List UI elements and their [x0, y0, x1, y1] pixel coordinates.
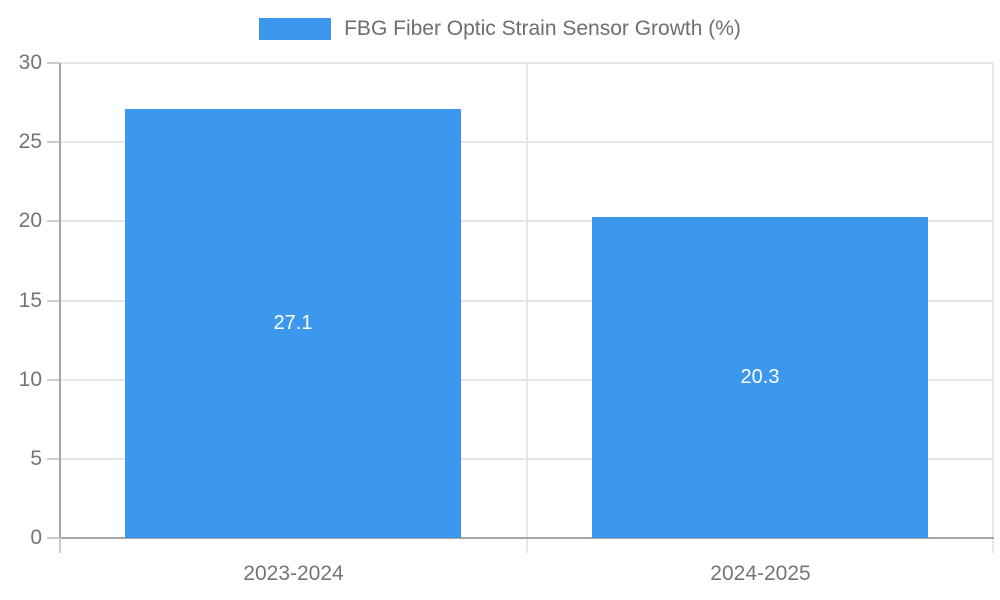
legend: FBG Fiber Optic Strain Sensor Growth (%): [0, 17, 1000, 41]
x-axis-line: [59, 537, 994, 539]
bar-2023-2024: [125, 109, 461, 538]
bar-2024-2025: [592, 217, 928, 538]
y-tick-label-5: 5: [30, 447, 42, 470]
y-tick-label-10: 10: [18, 368, 42, 391]
y-tick-mark-30: [47, 62, 60, 64]
y-tick-label-25: 25: [18, 130, 42, 153]
gridline-x-1: [526, 63, 528, 553]
legend-label: FBG Fiber Optic Strain Sensor Growth (%): [344, 17, 741, 40]
y-tick-mark-10: [47, 379, 60, 381]
y-tick-label-30: 30: [18, 51, 42, 74]
x-tick-mark-origin: [59, 538, 61, 553]
y-tick-label-0: 0: [30, 526, 42, 549]
y-tick-mark-15: [47, 300, 60, 302]
bar-value-label-2023-2024: 27.1: [273, 312, 313, 334]
y-tick-mark-5: [47, 458, 60, 460]
y-tick-mark-25: [47, 141, 60, 143]
y-tick-label-20: 20: [18, 209, 42, 232]
y-axis-line: [59, 63, 61, 538]
y-tick-label-15: 15: [18, 289, 42, 312]
y-tick-mark-20: [47, 220, 60, 222]
x-tick-label-2024-2025: 2024-2025: [710, 562, 811, 585]
legend-swatch: [259, 18, 332, 40]
gridline-right-edge: [992, 63, 994, 553]
x-tick-label-2023-2024: 2023-2024: [243, 562, 344, 585]
bar-value-label-2024-2025: 20.3: [740, 366, 780, 388]
y-tick-mark-0: [47, 537, 60, 539]
